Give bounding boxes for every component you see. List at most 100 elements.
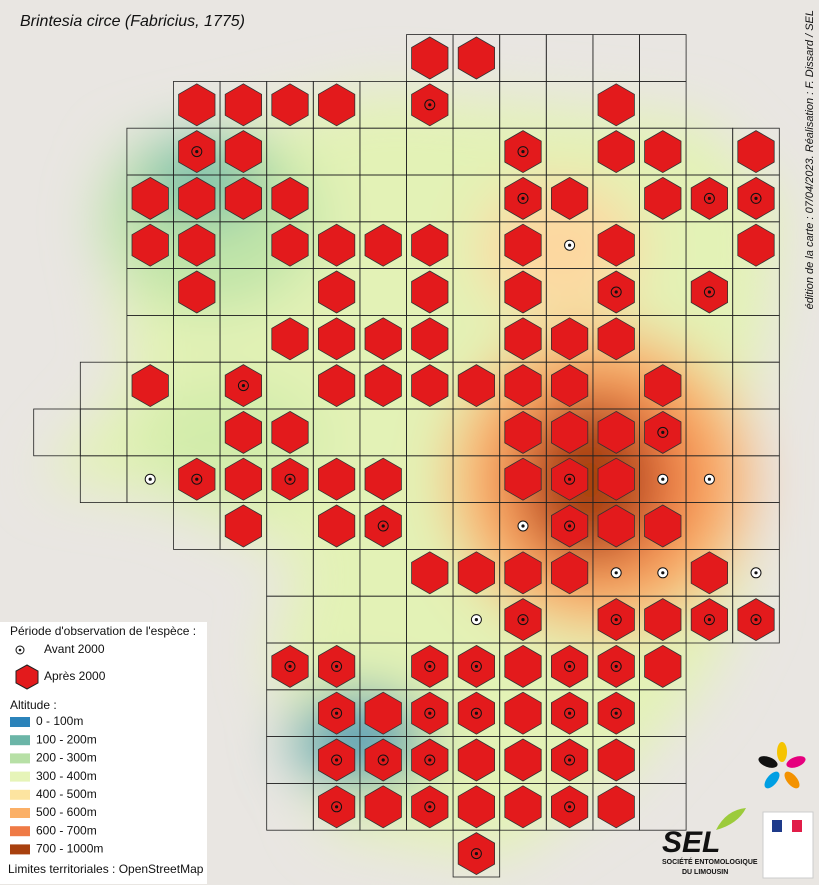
dot-center <box>521 150 525 154</box>
legend-dot-symbol <box>15 645 25 655</box>
hexagon-after-2000 <box>597 223 635 267</box>
dot-center <box>568 805 572 809</box>
dot-before-2000 <box>564 754 576 766</box>
dot-before-2000 <box>191 473 203 485</box>
dot-before-2000 <box>331 801 343 813</box>
dot-before-2000 <box>377 754 389 766</box>
legend-altitude-item: 500 - 600m <box>36 805 97 819</box>
dot-before-2000 <box>331 660 343 672</box>
hexagon-after-2000 <box>737 223 775 267</box>
hexagon-after-2000 <box>317 364 356 408</box>
dot-before-2000 <box>610 614 622 626</box>
dot-before-2000 <box>750 192 762 204</box>
legend-period-title: Période d'observation de l'espèce : <box>10 624 196 638</box>
hexagon-after-2000 <box>551 551 589 595</box>
dot-center <box>707 477 712 481</box>
hexagon-after-2000 <box>317 317 356 361</box>
dot-before-2000 <box>564 520 576 532</box>
legend-swatch <box>10 735 30 746</box>
hexagon-after-2000 <box>364 691 402 735</box>
dot-center <box>754 571 758 575</box>
hexagon-after-2000 <box>551 176 589 220</box>
dot-center <box>474 852 478 856</box>
dot-center <box>428 103 432 107</box>
dot-before-2000 <box>657 426 669 438</box>
dot-before-2000 <box>424 707 436 719</box>
hexagon-after-2000 <box>504 364 542 408</box>
legend-altitude-title: Altitude : <box>10 698 57 712</box>
dot-center <box>428 711 432 715</box>
legend-swatch <box>10 789 30 800</box>
partner-flag <box>792 820 802 832</box>
hexagon-after-2000 <box>504 410 542 454</box>
hexagon-after-2000 <box>224 504 263 548</box>
dot-center <box>428 664 432 669</box>
dot-before-2000 <box>517 614 529 626</box>
legend-altitude-item: 400 - 500m <box>36 787 97 801</box>
hexagon-after-2000 <box>644 364 682 408</box>
dot-before-2000 <box>284 473 296 485</box>
hexagon-after-2000 <box>597 83 635 127</box>
dot-before-2000 <box>470 660 482 672</box>
hexagon-after-2000 <box>597 504 635 548</box>
hexagon-after-2000 <box>644 176 682 220</box>
dot-center <box>614 571 618 575</box>
hexagon-after-2000 <box>271 176 309 220</box>
dot-center <box>568 524 572 528</box>
hexagon-after-2000 <box>597 738 635 782</box>
hexagon-after-2000 <box>131 364 169 408</box>
dot-center <box>335 758 339 762</box>
hexagon-after-2000 <box>504 551 542 595</box>
dot-center <box>614 290 618 294</box>
dot-center <box>614 664 618 669</box>
dot-center <box>568 477 572 481</box>
logo-wing <box>716 808 746 830</box>
legend-swatch <box>10 717 30 727</box>
dot-before-2000 <box>517 146 529 158</box>
logo-subtitle: DU LIMOUSIN <box>682 869 728 876</box>
dot-center <box>521 196 525 200</box>
hexagon-after-2000 <box>364 364 402 408</box>
hexagon-after-2000 <box>504 317 542 361</box>
hexagon-after-2000 <box>644 598 682 642</box>
grid-cell <box>639 783 687 831</box>
hexagon-after-2000 <box>178 176 216 220</box>
hexagon-after-2000 <box>271 410 309 454</box>
hexagon-after-2000 <box>551 364 589 408</box>
hexagon-after-2000 <box>597 130 635 174</box>
legend: Période d'observation de l'espèce : Avan… <box>0 622 207 884</box>
hexagon-after-2000 <box>224 83 263 127</box>
dot-center <box>707 196 712 200</box>
dot-center <box>335 664 339 669</box>
dot-center <box>381 524 385 528</box>
logo-name: SEL <box>662 826 720 859</box>
dot-center <box>474 618 478 622</box>
dot-before-2000 <box>610 660 622 672</box>
hexagon-after-2000 <box>317 504 356 548</box>
dot-center <box>568 664 572 669</box>
dot-center <box>381 758 385 762</box>
hexagon-after-2000 <box>644 130 682 174</box>
hexagon-after-2000 <box>178 270 216 314</box>
hexagon-after-2000 <box>224 176 263 220</box>
dot-center <box>754 618 758 622</box>
dot-before-2000 <box>470 707 482 719</box>
legend-altitude-item: 700 - 1000m <box>36 842 103 856</box>
hexagon-after-2000 <box>644 644 682 688</box>
hexagon-after-2000 <box>317 270 356 314</box>
hexagon-after-2000 <box>317 457 356 501</box>
dot-center <box>707 290 712 294</box>
dot-before-2000 <box>377 520 389 532</box>
grid-cell <box>452 829 501 878</box>
dot-center <box>661 430 665 434</box>
dot-before-2000 <box>564 707 576 719</box>
dot-before-2000 <box>191 146 203 158</box>
dot-center <box>521 618 525 622</box>
dot-before-2000 <box>750 614 762 626</box>
dot-center <box>568 711 572 715</box>
dot-center <box>288 664 292 669</box>
hexagon-after-2000 <box>644 504 682 548</box>
dot-before-2000 <box>610 286 622 298</box>
dot-center <box>195 150 199 154</box>
